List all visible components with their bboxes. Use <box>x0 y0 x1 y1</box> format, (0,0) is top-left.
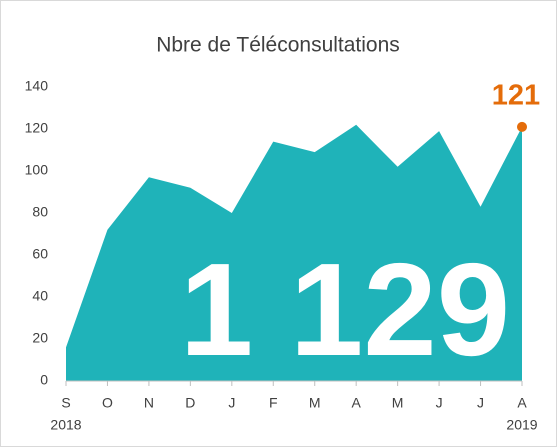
x-tick-label: D <box>185 395 195 411</box>
chart-title: Nbre de Téléconsultations <box>156 34 400 57</box>
value-label: 121 <box>492 80 540 112</box>
x-tick-label: J <box>436 395 443 411</box>
y-tick-label: 20 <box>32 330 48 346</box>
y-tick-label: 140 <box>25 78 49 94</box>
x-year-label: 2019 <box>506 417 537 433</box>
x-tick-label: J <box>477 395 484 411</box>
x-tick-label: S <box>61 395 70 411</box>
area <box>66 124 522 382</box>
y-tick-label: 0 <box>40 372 48 388</box>
x-tick-label: M <box>309 395 321 411</box>
y-tick-label: 120 <box>25 120 49 136</box>
y-tick-label: 80 <box>32 204 48 220</box>
total-annotation: 1 129 <box>180 236 510 383</box>
y-tick-label: 40 <box>32 288 48 304</box>
highlight-dot <box>517 121 527 132</box>
y-tick-label: 60 <box>32 246 48 262</box>
x-tick-label: N <box>144 395 154 411</box>
x-tick-label: J <box>228 395 235 411</box>
x-year-label: 2018 <box>50 417 81 433</box>
x-tick-label: O <box>102 395 113 411</box>
y-tick-label: 100 <box>25 162 49 178</box>
x-tick-label: F <box>269 395 278 411</box>
x-tick-label: A <box>517 395 527 411</box>
x-tick-label: A <box>352 395 362 411</box>
x-tick-label: M <box>392 395 404 411</box>
